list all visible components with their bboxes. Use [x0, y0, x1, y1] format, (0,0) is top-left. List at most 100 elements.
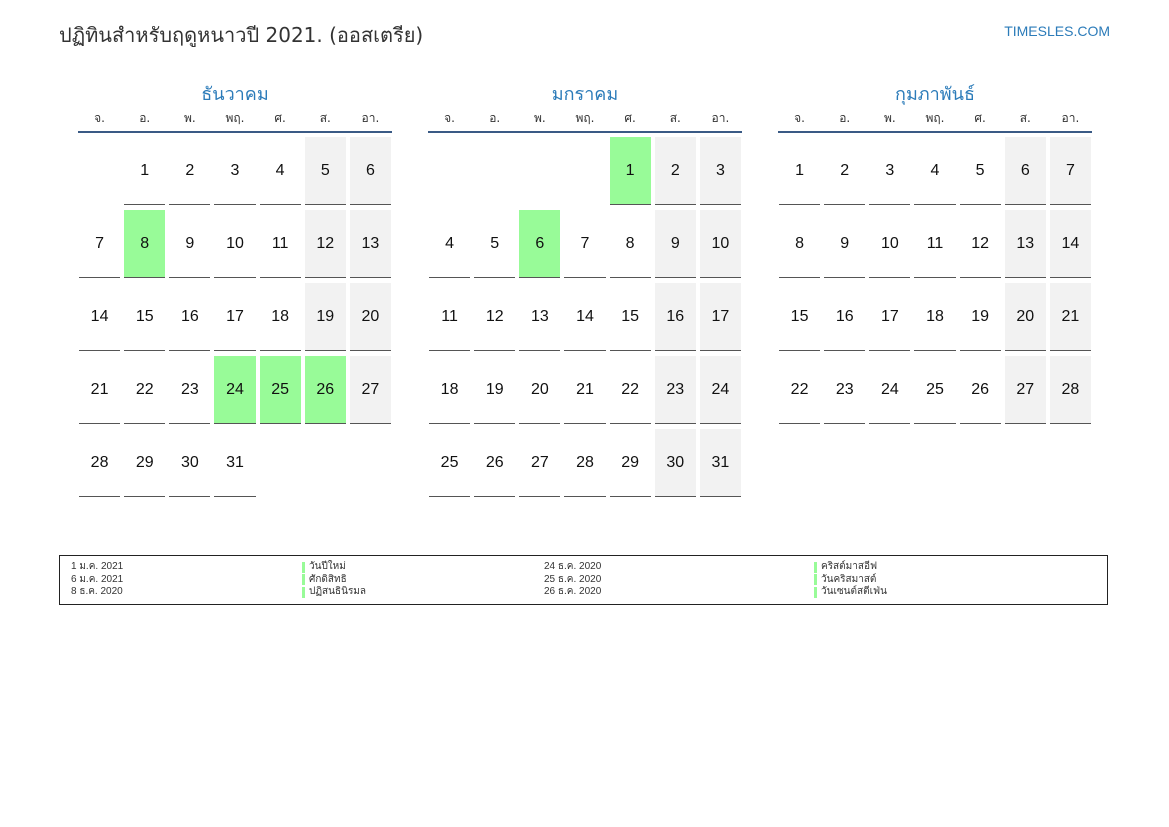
- day-cell[interactable]: 20: [349, 283, 391, 351]
- day-cell[interactable]: 23: [654, 356, 696, 424]
- legend-holiday-name: ศักดิสิทธิ: [309, 573, 347, 585]
- day-cell[interactable]: 30: [169, 429, 211, 497]
- day-cell[interactable]: 27: [1004, 356, 1046, 424]
- day-cell[interactable]: 25: [429, 429, 471, 497]
- day-cell[interactable]: 1: [124, 137, 166, 205]
- day-cell[interactable]: 9: [169, 210, 211, 278]
- day-cell[interactable]: 15: [779, 283, 821, 351]
- day-cell[interactable]: 27: [519, 429, 561, 497]
- day-cell[interactable]: 14: [1049, 210, 1091, 278]
- day-cell[interactable]: 27: [349, 356, 391, 424]
- day-cell[interactable]: 29: [124, 429, 166, 497]
- day-cell[interactable]: 3: [214, 137, 256, 205]
- day-cell[interactable]: 18: [259, 283, 301, 351]
- day-cell[interactable]: 23: [169, 356, 211, 424]
- day-cell[interactable]: 22: [124, 356, 166, 424]
- day-cell[interactable]: 2: [824, 137, 866, 205]
- day-cell[interactable]: 16: [824, 283, 866, 351]
- day-cell[interactable]: 7: [564, 210, 606, 278]
- day-cell[interactable]: 12: [474, 283, 516, 351]
- day-cell[interactable]: 20: [519, 356, 561, 424]
- day-cell[interactable]: 13: [1004, 210, 1046, 278]
- day-cell[interactable]: 19: [959, 283, 1001, 351]
- day-cell[interactable]: 26: [474, 429, 516, 497]
- day-cell[interactable]: 25: [914, 356, 956, 424]
- day-cell[interactable]: 2: [169, 137, 211, 205]
- day-cell[interactable]: 1: [779, 137, 821, 205]
- holiday-swatch: [814, 574, 817, 586]
- day-cell[interactable]: 9: [824, 210, 866, 278]
- day-cell[interactable]: 13: [349, 210, 391, 278]
- day-cell[interactable]: 4: [429, 210, 471, 278]
- day-cell[interactable]: 10: [699, 210, 741, 278]
- legend-date: 6 ม.ค. 2021: [71, 573, 124, 585]
- day-cell[interactable]: 3: [869, 137, 911, 205]
- day-cell[interactable]: 5: [304, 137, 346, 205]
- day-cell[interactable]: 19: [304, 283, 346, 351]
- day-cell[interactable]: 11: [259, 210, 301, 278]
- day-cell[interactable]: 21: [564, 356, 606, 424]
- day-cell[interactable]: 7: [1049, 137, 1091, 205]
- day-cell[interactable]: 16: [169, 283, 211, 351]
- day-cell[interactable]: 10: [869, 210, 911, 278]
- day-cell[interactable]: 7: [79, 210, 121, 278]
- day-cell[interactable]: 21: [1049, 283, 1091, 351]
- day-cell[interactable]: 20: [1004, 283, 1046, 351]
- day-cell[interactable]: 30: [654, 429, 696, 497]
- day-cell[interactable]: 28: [564, 429, 606, 497]
- day-cell[interactable]: 21: [79, 356, 121, 424]
- day-cell[interactable]: 17: [699, 283, 741, 351]
- legend-date: 26 ธ.ค. 2020: [544, 586, 602, 597]
- day-cell[interactable]: 13: [519, 283, 561, 351]
- day-cell[interactable]: 22: [779, 356, 821, 424]
- day-cell[interactable]: 5: [474, 210, 516, 278]
- holiday-day-cell[interactable]: 1: [609, 137, 651, 205]
- day-cell[interactable]: 15: [609, 283, 651, 351]
- holiday-day-cell[interactable]: 24: [214, 356, 256, 424]
- day-cell[interactable]: 19: [474, 356, 516, 424]
- day-cell[interactable]: 17: [214, 283, 256, 351]
- day-cell[interactable]: 14: [564, 283, 606, 351]
- holiday-day-cell[interactable]: 25: [259, 356, 301, 424]
- day-cell[interactable]: 11: [914, 210, 956, 278]
- day-cell[interactable]: 24: [699, 356, 741, 424]
- day-cell[interactable]: 10: [214, 210, 256, 278]
- day-cell[interactable]: 16: [654, 283, 696, 351]
- day-cell[interactable]: 5: [959, 137, 1001, 205]
- weekday-label: ส.: [1019, 110, 1031, 125]
- day-cell[interactable]: 28: [79, 429, 121, 497]
- day-cell[interactable]: 26: [959, 356, 1001, 424]
- day-cell[interactable]: 18: [914, 283, 956, 351]
- day-cell[interactable]: 18: [429, 356, 471, 424]
- weekday-label: ส.: [319, 110, 331, 125]
- day-cell[interactable]: 6: [1004, 137, 1046, 205]
- empty-day-cell: [429, 137, 470, 205]
- legend-left-dates: 1 ม.ค. 2021 6 ม.ค. 2021 8 ธ.ค. 2020: [71, 561, 123, 599]
- day-cell[interactable]: 9: [654, 210, 696, 278]
- day-cell[interactable]: 11: [429, 283, 471, 351]
- day-cell[interactable]: 31: [699, 429, 741, 497]
- day-cell[interactable]: 23: [824, 356, 866, 424]
- holiday-day-cell[interactable]: 26: [304, 356, 346, 424]
- day-cell[interactable]: 4: [259, 137, 301, 205]
- day-cell[interactable]: 14: [79, 283, 121, 351]
- day-cell[interactable]: 2: [654, 137, 696, 205]
- day-cell[interactable]: 8: [609, 210, 651, 278]
- day-cell[interactable]: 4: [914, 137, 956, 205]
- day-cell[interactable]: 31: [214, 429, 256, 497]
- day-cell[interactable]: 28: [1049, 356, 1091, 424]
- day-cell[interactable]: 12: [959, 210, 1001, 278]
- day-cell[interactable]: 3: [699, 137, 741, 205]
- weekday-label: ศ.: [624, 110, 636, 125]
- holiday-day-cell[interactable]: 8: [124, 210, 166, 278]
- day-cell[interactable]: 17: [869, 283, 911, 351]
- day-cell[interactable]: 15: [124, 283, 166, 351]
- day-cell[interactable]: 22: [609, 356, 651, 424]
- day-cell[interactable]: 12: [304, 210, 346, 278]
- day-cell[interactable]: 24: [869, 356, 911, 424]
- holiday-day-cell[interactable]: 6: [519, 210, 561, 278]
- day-cell[interactable]: 6: [349, 137, 391, 205]
- brand-link[interactable]: TIMESLES.COM: [1004, 23, 1110, 39]
- day-cell[interactable]: 29: [609, 429, 651, 497]
- day-cell[interactable]: 8: [779, 210, 821, 278]
